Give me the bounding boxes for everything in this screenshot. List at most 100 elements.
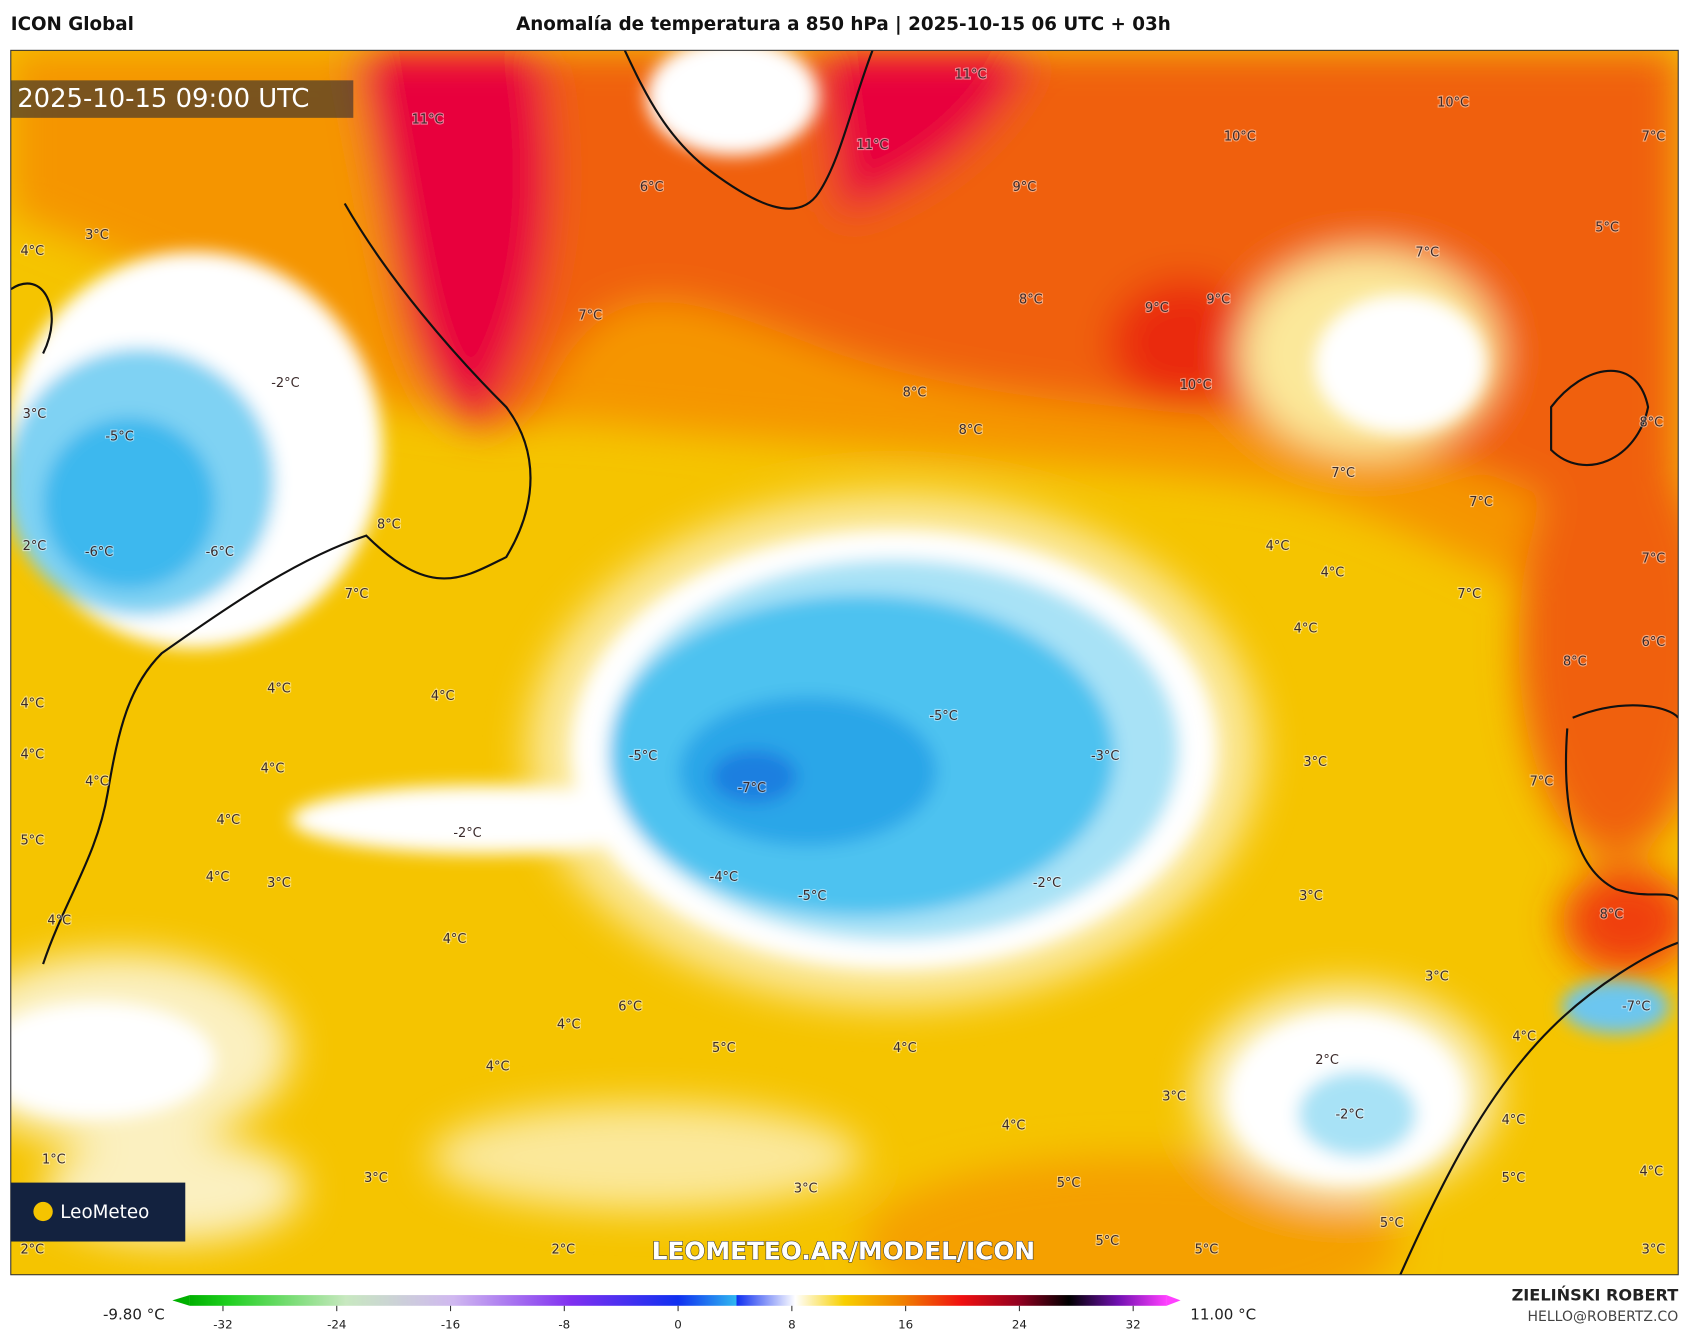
temperature-label: 7°C (1457, 587, 1481, 602)
temperature-label: 5°C (1195, 1243, 1219, 1258)
temperature-label: 6°C (618, 999, 642, 1014)
temperature-label: 7°C (1469, 495, 1493, 510)
temperature-label: 8°C (377, 517, 401, 532)
temperature-label: 2°C (23, 539, 47, 554)
temperature-label: 4°C (486, 1059, 510, 1074)
map-labels: 11°C 11°C 11°C 10°C 10°C 7°C 9°C 6°C 5°C 3°C 4°C 7°… (19, 66, 1666, 1258)
temperature-label: 10°C (1224, 130, 1256, 145)
temperature-label: 7°C (1642, 552, 1666, 567)
colorbar-tick-label: 24 (1012, 1317, 1027, 1331)
colorbar-scale (189, 1295, 1167, 1306)
temperature-label: 8°C (1019, 292, 1043, 307)
map-title: Anomalía de temperatura a 850 hPa | 2025… (516, 14, 1171, 35)
temperature-label: 3°C (267, 876, 291, 891)
temperature-label: 4°C (267, 681, 291, 696)
temperature-label: -5°C (798, 889, 826, 904)
temperature-label: 4°C (1321, 566, 1345, 581)
colorbar-end (1166, 1295, 1181, 1306)
temperature-label: 8°C (1639, 416, 1663, 431)
temperature-label: -7°C (738, 781, 766, 796)
temperature-label: 8°C (1600, 907, 1624, 922)
colorbar-tick-label: -24 (327, 1317, 346, 1331)
temperature-label: 3°C (1425, 969, 1449, 984)
colorbar-tick-label: -8 (558, 1317, 570, 1331)
temperature-label: 7°C (1331, 466, 1355, 481)
temperature-label: 5°C (1502, 1171, 1526, 1186)
logo-icon (33, 1201, 53, 1222)
temperature-label: -6°C (85, 545, 113, 560)
temperature-label: 2°C (20, 1243, 44, 1258)
temperature-label: 4°C (1512, 1029, 1536, 1044)
temperature-label: 8°C (1563, 655, 1587, 670)
temperature-label: 5°C (1380, 1216, 1404, 1231)
temperature-label: 7°C (1530, 774, 1554, 789)
temperature-label: -6°C (206, 545, 234, 560)
temperature-label: 3°C (1162, 1089, 1186, 1104)
temperature-label: -2°C (1033, 876, 1061, 891)
colorbar-tick-label: 0 (674, 1317, 682, 1331)
temperature-label: 5°C (1595, 221, 1619, 236)
temperature-label: -3°C (1091, 749, 1119, 764)
temperature-label: 4°C (206, 870, 230, 885)
temperature-label: 4°C (261, 762, 285, 777)
temperature-label: 4°C (893, 1041, 917, 1056)
temperature-label: 5°C (20, 833, 44, 848)
temperature-label: 8°C (903, 386, 927, 401)
temperature-label: 9°C (1013, 180, 1037, 195)
temperature-label: 5°C (1057, 1176, 1081, 1191)
temperature-label: 11°C (857, 138, 889, 153)
temperature-label: -2°C (1336, 1108, 1364, 1123)
temperature-label: 3°C (364, 1171, 388, 1186)
temperature-label: 4°C (47, 914, 71, 929)
temperature-label: 3°C (1642, 1243, 1666, 1258)
colorbar-tick-label: -32 (213, 1317, 232, 1331)
temperature-label: 4°C (20, 244, 44, 259)
temperature-label: 7°C (1642, 130, 1666, 145)
temperature-label: 7°C (578, 309, 602, 324)
temperature-label: 4°C (20, 748, 44, 763)
temperature-label: 4°C (1002, 1118, 1026, 1133)
temperature-label: 10°C (1437, 95, 1469, 110)
temperature-label: -2°C (453, 826, 481, 841)
temperature-label: 4°C (20, 696, 44, 711)
temperature-label: -5°C (929, 709, 957, 724)
temperature-label: -2°C (271, 376, 299, 391)
colorbar-tick-label: 16 (898, 1317, 913, 1331)
temperature-label: 6°C (1642, 635, 1666, 650)
temperature-label: 4°C (85, 774, 109, 789)
temperature-label: 4°C (1266, 539, 1290, 554)
time-badge (10, 80, 354, 118)
colorbar-tick-label: 8 (788, 1317, 796, 1331)
watermark: LEOMETEO.AR/MODEL/ICON (652, 1237, 1035, 1266)
email: HELLO@ROBERTZ.CO (1528, 1309, 1679, 1325)
temperature-label: 3°C (794, 1182, 818, 1197)
temperature-label: 8°C (959, 423, 983, 438)
temperature-label: 9°C (1206, 292, 1230, 307)
temperature-label: 10°C (1180, 378, 1212, 393)
temperature-label: 5°C (712, 1041, 736, 1056)
logo-text: LeoMeteo (60, 1202, 149, 1223)
temperature-label: 4°C (1639, 1164, 1663, 1179)
temperature-label: 3°C (1299, 889, 1323, 904)
temperature-label: 7°C (1415, 245, 1439, 260)
author: ZIELIŃSKI ROBERT (1512, 1285, 1679, 1304)
temperature-label: 7°C (345, 587, 369, 602)
temperature-label: -5°C (629, 749, 657, 764)
colorbar-end (172, 1295, 190, 1306)
temperature-label: 1°C (42, 1153, 66, 1168)
temperature-label: 4°C (1294, 621, 1318, 636)
temperature-label: 2°C (1315, 1053, 1339, 1068)
temperature-label: 6°C (640, 180, 664, 195)
temperature-label: 9°C (1145, 301, 1169, 316)
valid-time: 2025-10-15 09:00 UTC (17, 84, 309, 114)
map-field (10, 50, 1679, 1275)
min-value: -9.80 °C (103, 1306, 165, 1324)
max-value: 11.00 °C (1190, 1306, 1256, 1324)
temperature-label: -7°C (1622, 999, 1650, 1014)
temperature-label: 3°C (1303, 755, 1327, 770)
temperature-label: 4°C (557, 1018, 581, 1033)
temperature-label: 11°C (412, 112, 444, 127)
temperature-label: 11°C (955, 68, 987, 83)
